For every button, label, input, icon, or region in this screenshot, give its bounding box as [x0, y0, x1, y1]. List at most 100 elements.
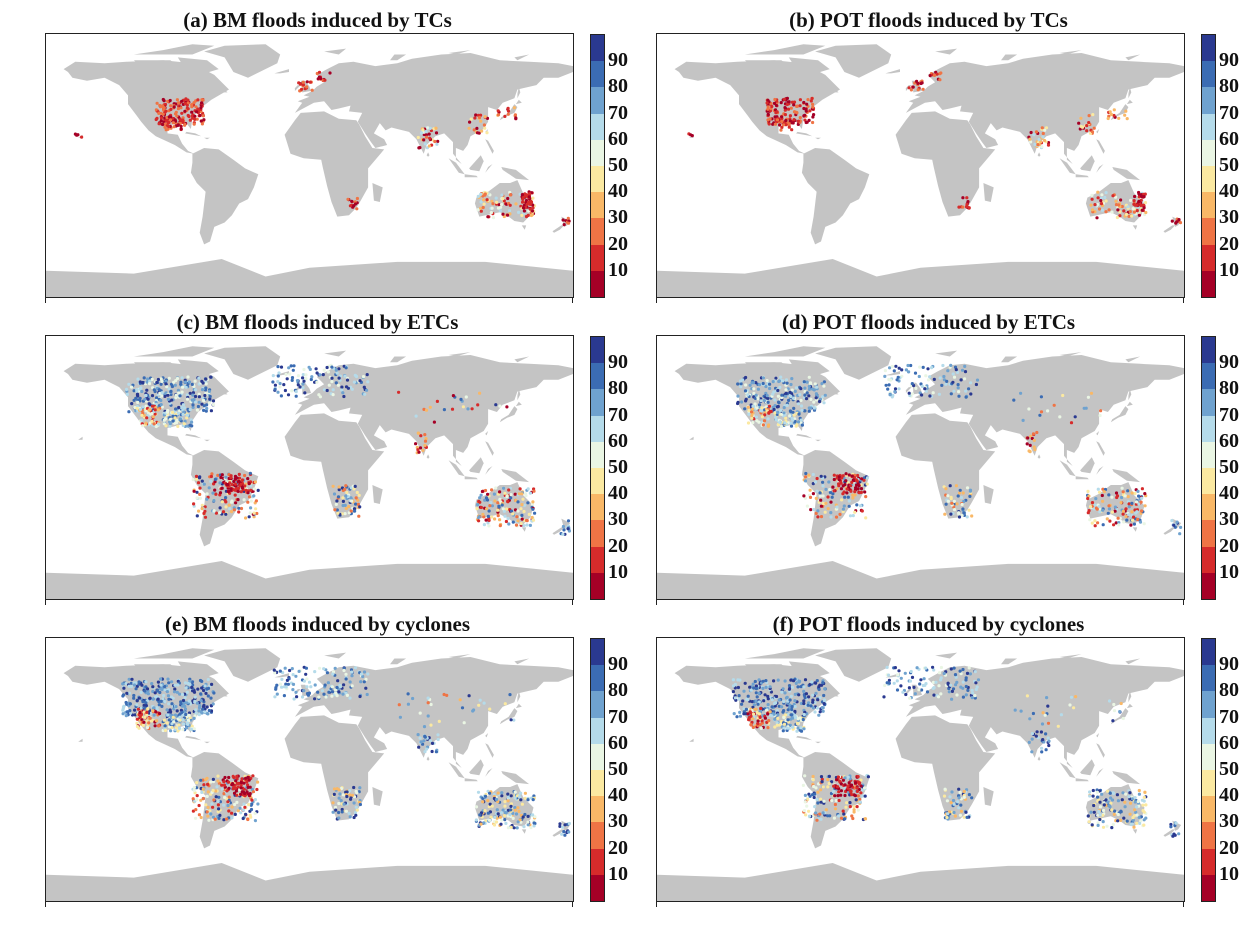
station-dot	[285, 377, 289, 381]
station-dot	[1056, 724, 1060, 728]
station-dot	[229, 510, 234, 514]
station-dot	[138, 715, 142, 719]
station-dot	[939, 676, 943, 680]
colorbar-label: 90	[608, 653, 628, 676]
station-dot	[141, 424, 145, 428]
station-dot	[1093, 524, 1097, 528]
landmass-layer	[46, 648, 573, 901]
station-dot	[1111, 194, 1115, 198]
station-dot	[830, 780, 834, 784]
station-dot	[529, 213, 533, 218]
station-dot	[181, 722, 186, 726]
station-dot	[1124, 792, 1128, 796]
station-dot	[854, 478, 858, 482]
station-dot	[804, 813, 808, 817]
station-dot	[132, 683, 137, 687]
station-dot	[1116, 819, 1120, 823]
station-dot	[174, 705, 178, 709]
station-dot	[846, 481, 850, 485]
station-dot	[885, 665, 889, 669]
station-dot	[1090, 208, 1095, 212]
station-dot	[198, 678, 203, 683]
station-dot	[355, 490, 359, 495]
station-dot	[193, 699, 197, 703]
station-dot	[288, 668, 292, 673]
station-dot	[191, 689, 195, 693]
station-dot	[216, 803, 220, 807]
station-dot	[746, 712, 750, 716]
station-dot	[835, 505, 839, 509]
station-dot	[948, 484, 952, 488]
station-dot	[495, 200, 499, 204]
colorbar-label: 10	[608, 258, 628, 281]
station-dot	[348, 204, 352, 208]
station-dot	[1130, 491, 1134, 495]
station-dot	[187, 699, 191, 703]
station-dot	[823, 393, 827, 397]
station-dot	[174, 393, 178, 397]
station-dot	[1029, 140, 1033, 144]
station-dot	[943, 512, 947, 516]
station-dot	[294, 390, 298, 394]
station-dot	[313, 683, 317, 687]
station-dot	[169, 695, 174, 699]
station-dot	[1096, 190, 1100, 194]
station-dot	[342, 668, 346, 673]
station-dot	[1092, 810, 1096, 814]
station-dot	[435, 142, 439, 146]
station-dot	[942, 794, 947, 798]
station-dot	[1027, 407, 1031, 411]
station-dot	[192, 502, 196, 506]
station-dot	[167, 702, 171, 706]
station-dot	[1019, 709, 1023, 713]
station-dot	[849, 484, 853, 488]
station-dot	[766, 697, 770, 701]
station-dot	[273, 383, 277, 387]
station-dot	[365, 388, 369, 392]
station-dot	[222, 783, 227, 787]
map-canvas-d	[657, 346, 1184, 599]
station-dot	[829, 515, 833, 519]
station-dot	[417, 745, 421, 749]
station-dot	[423, 735, 427, 739]
station-dot	[207, 389, 211, 393]
station-dot	[1129, 523, 1133, 527]
station-dot	[1073, 415, 1077, 419]
station-dot	[946, 494, 950, 498]
station-dot	[1041, 135, 1045, 139]
station-dot	[474, 805, 479, 809]
station-dot	[484, 518, 488, 522]
station-dot	[482, 202, 486, 206]
station-dot	[1088, 790, 1092, 794]
station-dot	[421, 742, 425, 746]
station-dot	[1034, 734, 1038, 738]
station-dot	[803, 496, 807, 500]
station-dot	[486, 811, 490, 815]
landmass	[1125, 356, 1141, 363]
landmass	[324, 652, 347, 659]
station-dot	[833, 807, 838, 811]
station-dot	[479, 822, 483, 826]
station-dot	[963, 364, 967, 368]
station-dot	[789, 678, 793, 682]
station-dot	[533, 815, 537, 819]
station-dot	[133, 708, 137, 712]
station-dot	[759, 399, 763, 403]
station-dot	[138, 380, 142, 384]
station-dot	[506, 499, 510, 503]
station-dot	[485, 507, 489, 511]
station-dot	[361, 674, 365, 679]
station-dot	[158, 690, 162, 695]
station-dot	[186, 375, 190, 379]
station-dot	[197, 509, 201, 513]
station-dot	[248, 511, 252, 515]
station-dot	[350, 499, 354, 503]
station-dot	[942, 374, 946, 379]
station-dot	[145, 380, 149, 384]
station-dot	[325, 671, 329, 675]
station-dot	[1096, 823, 1100, 827]
station-dot	[506, 516, 510, 521]
station-dot	[805, 391, 809, 395]
landmass	[1132, 829, 1138, 834]
station-dot	[480, 129, 484, 133]
